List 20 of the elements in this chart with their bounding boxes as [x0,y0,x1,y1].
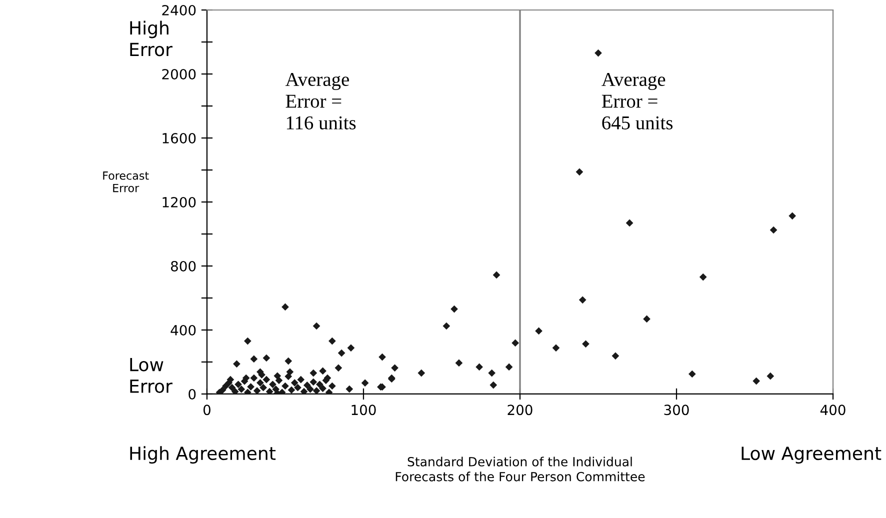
y-tick-label: 800 [170,260,196,272]
x-tick-label: 200 [508,404,532,416]
x-tick-label: 300 [664,404,689,416]
text: Low Agreement [742,446,882,464]
annotation: Average Error = 645 units [602,73,673,130]
y-tick-label: 0 [188,388,196,400]
y-tick-label: 400 [170,324,196,336]
x-axis-title: Standard Deviation of the Individual Forecasts of the Four Person Committee [396,456,645,482]
y-tick-label: 2000 [162,68,196,80]
x-tick-label: 100 [352,404,376,416]
y-tick-label: 1200 [162,196,196,208]
y-axis-title: Forecast Error [103,172,149,192]
text: Low Error [130,358,172,393]
x-tick-label: 400 [820,404,846,416]
y-tick-label: 2400 [162,4,196,16]
text: High Agreement [130,446,276,464]
x-tick-label: 0 [203,404,210,416]
annotation: Average Error = 116 units [285,73,356,130]
y-tick-label: 1600 [162,132,196,144]
text: High Error [130,20,172,56]
